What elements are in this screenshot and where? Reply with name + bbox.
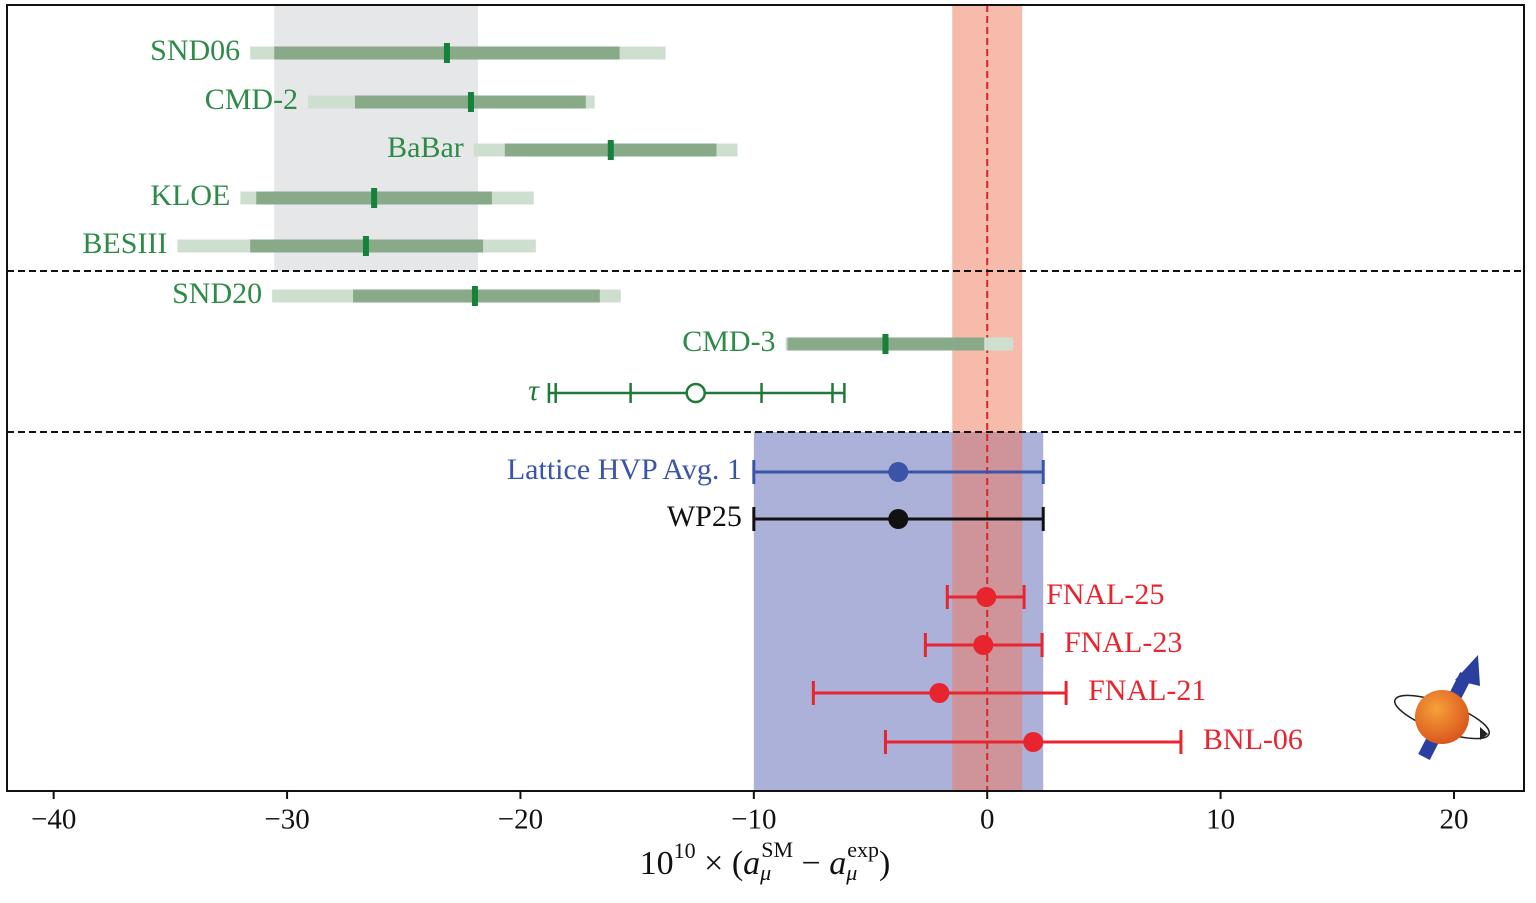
central-value <box>467 92 474 112</box>
bands <box>274 5 1044 791</box>
row-label: Lattice HVP Avg. 1 <box>507 453 742 486</box>
row-label: BaBar <box>387 131 464 164</box>
marker <box>888 509 909 529</box>
central-value <box>607 140 614 160</box>
x-axis-label-part: × ( <box>696 845 744 882</box>
row-label: τ <box>528 374 540 407</box>
x-axis-label-part: SM <box>761 837 793 862</box>
x-axis-label-part: μ <box>759 860 771 885</box>
x-axis-label-part: μ <box>845 860 857 885</box>
x-axis-label-part: 10 <box>674 838 696 863</box>
marker <box>976 587 997 607</box>
marker <box>929 683 950 703</box>
row-label: SND20 <box>172 277 262 310</box>
row-label: BESIII <box>82 227 167 260</box>
x-tick-label: 0 <box>980 804 995 836</box>
row-label: KLOE <box>150 179 230 212</box>
row-label: CMD-3 <box>682 325 775 358</box>
band <box>952 5 1023 791</box>
x-tick-label: −40 <box>31 804 76 836</box>
x-tick-label: 20 <box>1439 804 1468 836</box>
marker <box>1023 732 1044 752</box>
marker <box>888 462 909 482</box>
central-value <box>471 286 478 306</box>
row-label: SND06 <box>150 34 240 67</box>
x-axis-label-part: a <box>743 845 760 882</box>
row-label: FNAL-21 <box>1088 674 1206 707</box>
x-axis-label-part: exp <box>847 837 879 862</box>
x-axis-label-part: 10 <box>640 845 674 882</box>
x-axis-label-part: − <box>793 845 829 882</box>
central-value <box>371 188 378 208</box>
central-value <box>443 43 450 63</box>
row-label: CMD-2 <box>205 83 298 116</box>
x-axis-label: 1010 × (aμSM − aμexp) <box>640 837 891 885</box>
row-label: FNAL-23 <box>1064 626 1182 659</box>
central-value <box>362 236 369 256</box>
x-tick-label: −30 <box>264 804 309 836</box>
x-axis-label-part: a <box>829 845 846 882</box>
row-label: BNL-06 <box>1203 723 1303 756</box>
x-tick-label: −20 <box>498 804 543 836</box>
marker <box>685 382 706 404</box>
row-label: FNAL-25 <box>1046 578 1164 611</box>
row-label: WP25 <box>667 500 742 533</box>
x-tick-label: 10 <box>1206 804 1235 836</box>
plot-frame <box>6 4 1525 792</box>
x-axis-label-part: ) <box>879 845 890 882</box>
marker <box>973 635 994 655</box>
muon-icon <box>1394 655 1490 760</box>
central-value <box>882 334 889 354</box>
x-tick-label: −10 <box>731 804 776 836</box>
